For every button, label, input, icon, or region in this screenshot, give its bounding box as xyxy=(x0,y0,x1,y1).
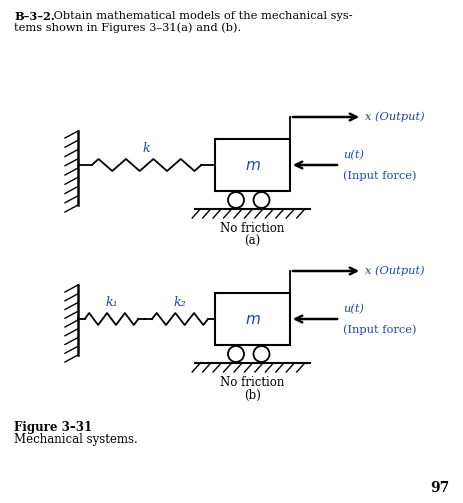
Text: k: k xyxy=(143,142,150,155)
Text: u(t): u(t) xyxy=(342,304,363,314)
Bar xyxy=(214,139,289,191)
Text: No friction: No friction xyxy=(220,376,284,389)
Text: Obtain mathematical models of the mechanical sys-: Obtain mathematical models of the mechan… xyxy=(50,11,352,21)
Text: (Input force): (Input force) xyxy=(342,170,416,181)
Text: x (Output): x (Output) xyxy=(364,112,424,122)
Text: m: m xyxy=(244,311,259,326)
Text: 97: 97 xyxy=(430,481,449,495)
Text: (a): (a) xyxy=(244,235,260,248)
Bar xyxy=(214,293,289,345)
Text: x (Output): x (Output) xyxy=(364,266,424,276)
Text: m: m xyxy=(244,157,259,173)
Text: (Input force): (Input force) xyxy=(342,324,416,334)
Text: No friction: No friction xyxy=(220,222,284,235)
Text: Mechanical systems.: Mechanical systems. xyxy=(14,433,138,446)
Text: k₂: k₂ xyxy=(173,296,186,309)
Text: k₁: k₁ xyxy=(105,296,118,309)
Text: tems shown in Figures 3–31(a) and (b).: tems shown in Figures 3–31(a) and (b). xyxy=(14,22,241,33)
Text: (b): (b) xyxy=(244,389,260,402)
Text: B–3–2.: B–3–2. xyxy=(14,11,55,22)
Text: Figure 3–31: Figure 3–31 xyxy=(14,421,92,434)
Text: u(t): u(t) xyxy=(342,150,363,160)
